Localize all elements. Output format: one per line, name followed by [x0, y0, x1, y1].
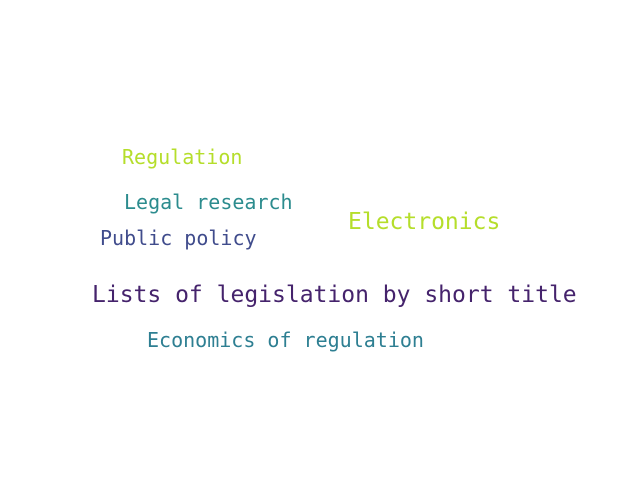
word-legal-research: Legal research: [124, 190, 293, 214]
word-electronics: Electronics: [348, 209, 501, 235]
word-economics-of-regulation: Economics of regulation: [147, 328, 424, 352]
word-regulation: Regulation: [122, 145, 243, 169]
word-lists-of-legislation: Lists of legislation by short title: [92, 282, 577, 308]
word-public-policy: Public policy: [100, 226, 257, 250]
